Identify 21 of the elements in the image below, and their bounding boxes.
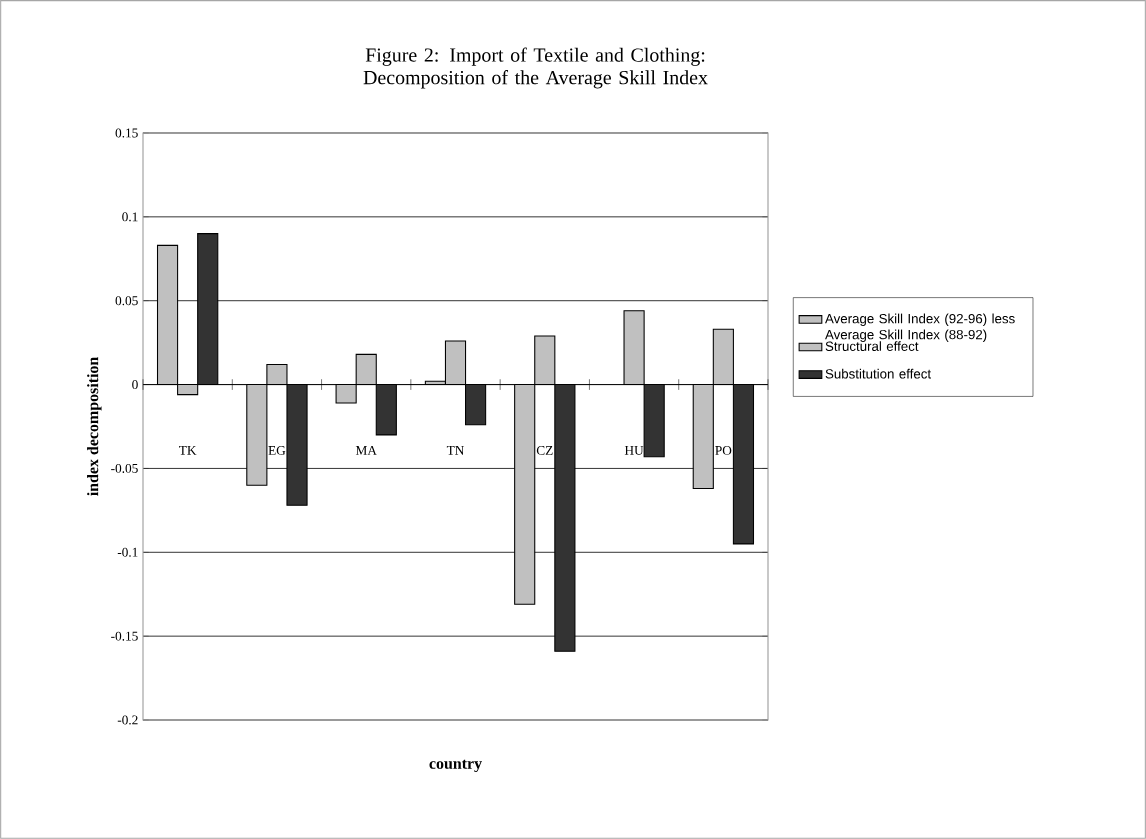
y-tick-label: 0.05 xyxy=(115,296,138,306)
x-tick-label: PO xyxy=(715,446,732,455)
legend-label: Structural effect xyxy=(825,341,919,351)
legend-label: Substitution effect xyxy=(825,368,932,379)
x-tick-label: HU xyxy=(624,446,644,455)
y-tick-label: -0.15 xyxy=(111,631,138,641)
y-tick-label: -0.05 xyxy=(111,463,138,473)
y-tick-label: 0.15 xyxy=(115,128,138,138)
y-tick-label: -0.2 xyxy=(117,715,138,725)
legend-label: Average Skill Index (92-96) less Average Skill Index (88-92) xyxy=(825,313,1015,342)
y-axis-title: index decomposition xyxy=(87,356,102,496)
x-tick-label: EG xyxy=(268,446,286,455)
x-tick-label: TN xyxy=(446,446,465,455)
x-tick-label: TK xyxy=(179,446,197,455)
x-tick-label: CZ xyxy=(536,446,553,455)
y-tick-label: 0 xyxy=(132,380,138,390)
chart-title: Figure 2: Import of Textile and Clothing: Decomposition of the Average Skill Index xyxy=(363,47,708,89)
x-axis-title: country xyxy=(429,759,482,773)
y-tick-label: -0.1 xyxy=(117,547,138,557)
y-tick-label: 0.1 xyxy=(122,212,138,222)
x-tick-label: MA xyxy=(355,446,377,455)
